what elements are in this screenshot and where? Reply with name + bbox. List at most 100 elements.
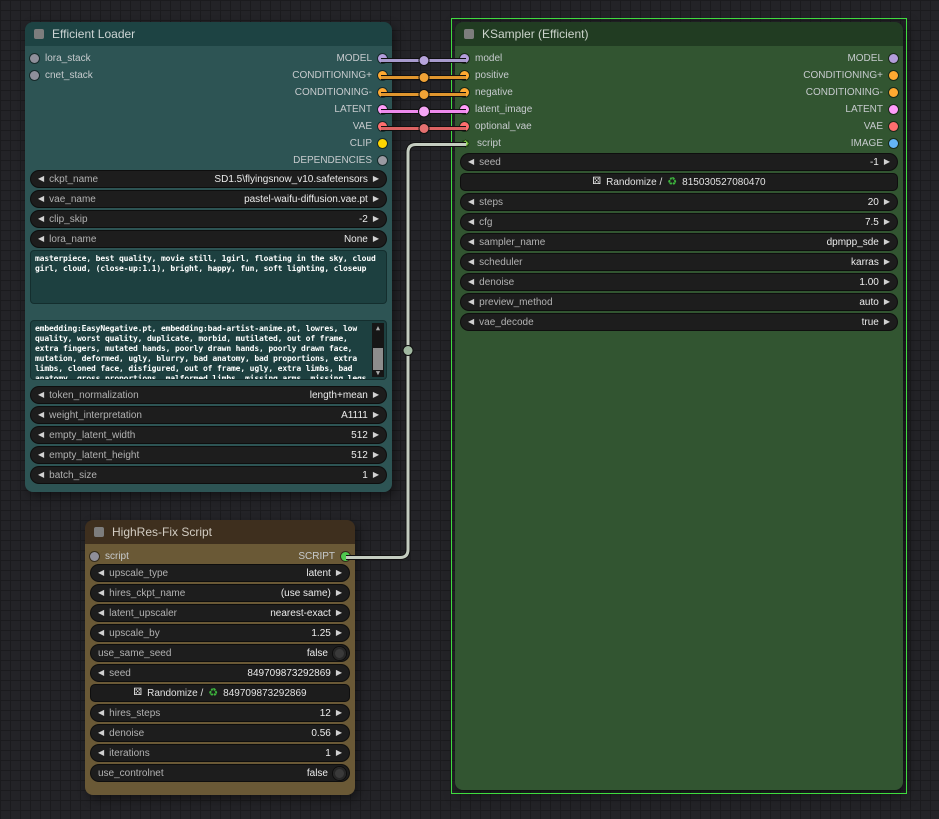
widget-lora-name[interactable]: ◀ lora_name None ▶ (31, 231, 386, 247)
positive-prompt-textarea[interactable]: masterpiece, best quality, movie still, … (31, 251, 386, 303)
input-port[interactable] (30, 54, 39, 63)
scroll-up-icon[interactable]: ▲ (375, 323, 381, 332)
widget-token-normalization[interactable]: ◀ token_normalization length+mean ▶ (31, 387, 386, 403)
widget-use-controlnet[interactable]: use_controlnet false (91, 765, 349, 781)
input-port-script[interactable] (90, 552, 99, 561)
stepper-right-icon[interactable]: ▶ (372, 194, 379, 203)
widget-vae-decode[interactable]: ◀ vae_decode true ▶ (461, 314, 897, 330)
textarea-scrollbar[interactable]: ▲ ▼ (372, 323, 384, 377)
stepper-right-icon[interactable]: ▶ (335, 728, 342, 737)
stepper-right-icon[interactable]: ▶ (335, 668, 342, 677)
widget-iterations[interactable]: ◀ iterations 1 ▶ (91, 745, 349, 761)
collapse-icon[interactable] (464, 29, 474, 39)
output-port-conditioning-plus[interactable] (378, 71, 387, 80)
widget-denoise[interactable]: ◀ denoise 1.00 ▶ (461, 274, 897, 290)
stepper-right-icon[interactable]: ▶ (372, 470, 379, 479)
output-port-clip[interactable] (378, 139, 387, 148)
widget-upscale-type[interactable]: ◀ upscale_type latent ▶ (91, 565, 349, 581)
randomize-button[interactable]: ⚄ Randomize / ♻ 849709873292869 (91, 685, 349, 701)
stepper-right-icon[interactable]: ▶ (335, 568, 342, 577)
stepper-left-icon[interactable]: ◀ (98, 628, 105, 637)
collapse-icon[interactable] (94, 527, 104, 537)
stepper-right-icon[interactable]: ▶ (883, 197, 890, 206)
widget-scheduler[interactable]: ◀ scheduler karras ▶ (461, 254, 897, 270)
output-port-latent[interactable] (378, 105, 387, 114)
stepper-left-icon[interactable]: ◀ (98, 608, 105, 617)
output-port-dependencies[interactable] (378, 156, 387, 165)
widget-hires-ckpt-name[interactable]: ◀ hires_ckpt_name (use same) ▶ (91, 585, 349, 601)
widget-ckpt-name[interactable]: ◀ ckpt_name SD1.5\flyingsnow_v10.safeten… (31, 171, 386, 187)
output-port-latent[interactable] (889, 105, 898, 114)
widget-use-same-seed[interactable]: use_same_seed false (91, 645, 349, 661)
stepper-right-icon[interactable]: ▶ (372, 214, 379, 223)
widget-hires-seed[interactable]: ◀ seed 849709873292869 ▶ (91, 665, 349, 681)
input-port-optional-vae[interactable] (460, 122, 469, 131)
stepper-left-icon[interactable]: ◀ (98, 668, 105, 677)
output-port-script[interactable] (341, 552, 350, 561)
widget-weight-interpretation[interactable]: ◀ weight_interpretation A1111 ▶ (31, 407, 386, 423)
widget-empty-latent-width[interactable]: ◀ empty_latent_width 512 ▶ (31, 427, 386, 443)
output-port-image[interactable] (889, 139, 898, 148)
input-port-negative[interactable] (460, 88, 469, 97)
link-midpoint-script[interactable] (402, 345, 414, 356)
stepper-right-icon[interactable]: ▶ (372, 410, 379, 419)
stepper-left-icon[interactable]: ◀ (38, 470, 45, 479)
widget-batch-size[interactable]: ◀ batch_size 1 ▶ (31, 467, 386, 483)
node-title-bar[interactable]: Efficient Loader (25, 22, 392, 46)
stepper-right-icon[interactable]: ▶ (372, 174, 379, 183)
output-port-vae[interactable] (889, 122, 898, 131)
node-title-bar[interactable]: KSampler (Efficient) (455, 22, 903, 46)
stepper-right-icon[interactable]: ▶ (335, 748, 342, 757)
widget-preview-method[interactable]: ◀ preview_method auto ▶ (461, 294, 897, 310)
output-port-model[interactable] (378, 54, 387, 63)
stepper-left-icon[interactable]: ◀ (468, 257, 475, 266)
widget-hires-steps[interactable]: ◀ hires_steps 12 ▶ (91, 705, 349, 721)
toggle-knob[interactable] (333, 646, 346, 660)
stepper-right-icon[interactable]: ▶ (883, 257, 890, 266)
stepper-left-icon[interactable]: ◀ (38, 450, 45, 459)
link-midpoint-latent[interactable] (418, 105, 430, 118)
stepper-left-icon[interactable]: ◀ (468, 277, 475, 286)
output-port-vae[interactable] (378, 122, 387, 131)
stepper-right-icon[interactable]: ▶ (372, 450, 379, 459)
stepper-left-icon[interactable]: ◀ (98, 748, 105, 757)
stepper-left-icon[interactable]: ◀ (38, 430, 45, 439)
link-midpoint-model[interactable] (418, 55, 430, 66)
input-port[interactable] (30, 71, 39, 80)
stepper-left-icon[interactable]: ◀ (98, 588, 105, 597)
widget-hires-denoise[interactable]: ◀ denoise 0.56 ▶ (91, 725, 349, 741)
randomize-button[interactable]: ⚄ Randomize / ♻ 815030527080470 (461, 174, 897, 190)
output-port-conditioning-minus[interactable] (378, 88, 387, 97)
stepper-left-icon[interactable]: ◀ (38, 390, 45, 399)
widget-latent-upscaler[interactable]: ◀ latent_upscaler nearest-exact ▶ (91, 605, 349, 621)
stepper-right-icon[interactable]: ▶ (372, 430, 379, 439)
link-midpoint-cond-minus[interactable] (418, 89, 430, 100)
widget-cfg[interactable]: ◀ cfg 7.5 ▶ (461, 214, 897, 230)
output-port-conditioning-minus[interactable] (889, 88, 898, 97)
output-port-model[interactable] (889, 54, 898, 63)
widget-clip-skip[interactable]: ◀ clip_skip -2 ▶ (31, 211, 386, 227)
stepper-right-icon[interactable]: ▶ (883, 317, 890, 326)
negative-prompt-textarea[interactable]: embedding:EasyNegative.pt, embedding:bad… (31, 321, 386, 379)
stepper-right-icon[interactable]: ▶ (883, 297, 890, 306)
input-port-positive[interactable] (460, 71, 469, 80)
stepper-right-icon[interactable]: ▶ (335, 588, 342, 597)
stepper-left-icon[interactable]: ◀ (468, 157, 475, 166)
stepper-right-icon[interactable]: ▶ (335, 708, 342, 717)
script-star-port[interactable] (460, 138, 471, 149)
stepper-right-icon[interactable]: ▶ (883, 277, 890, 286)
widget-sampler-name[interactable]: ◀ sampler_name dpmpp_sde ▶ (461, 234, 897, 250)
stepper-right-icon[interactable]: ▶ (372, 234, 379, 243)
widget-seed[interactable]: ◀ seed -1 ▶ (461, 154, 897, 170)
stepper-left-icon[interactable]: ◀ (468, 317, 475, 326)
stepper-right-icon[interactable]: ▶ (883, 217, 890, 226)
stepper-left-icon[interactable]: ◀ (468, 217, 475, 226)
output-port-conditioning-plus[interactable] (889, 71, 898, 80)
toggle-knob[interactable] (333, 766, 346, 780)
stepper-left-icon[interactable]: ◀ (98, 728, 105, 737)
stepper-left-icon[interactable]: ◀ (38, 214, 45, 223)
widget-empty-latent-height[interactable]: ◀ empty_latent_height 512 ▶ (31, 447, 386, 463)
stepper-left-icon[interactable]: ◀ (468, 297, 475, 306)
link-midpoint-cond-plus[interactable] (418, 72, 430, 83)
